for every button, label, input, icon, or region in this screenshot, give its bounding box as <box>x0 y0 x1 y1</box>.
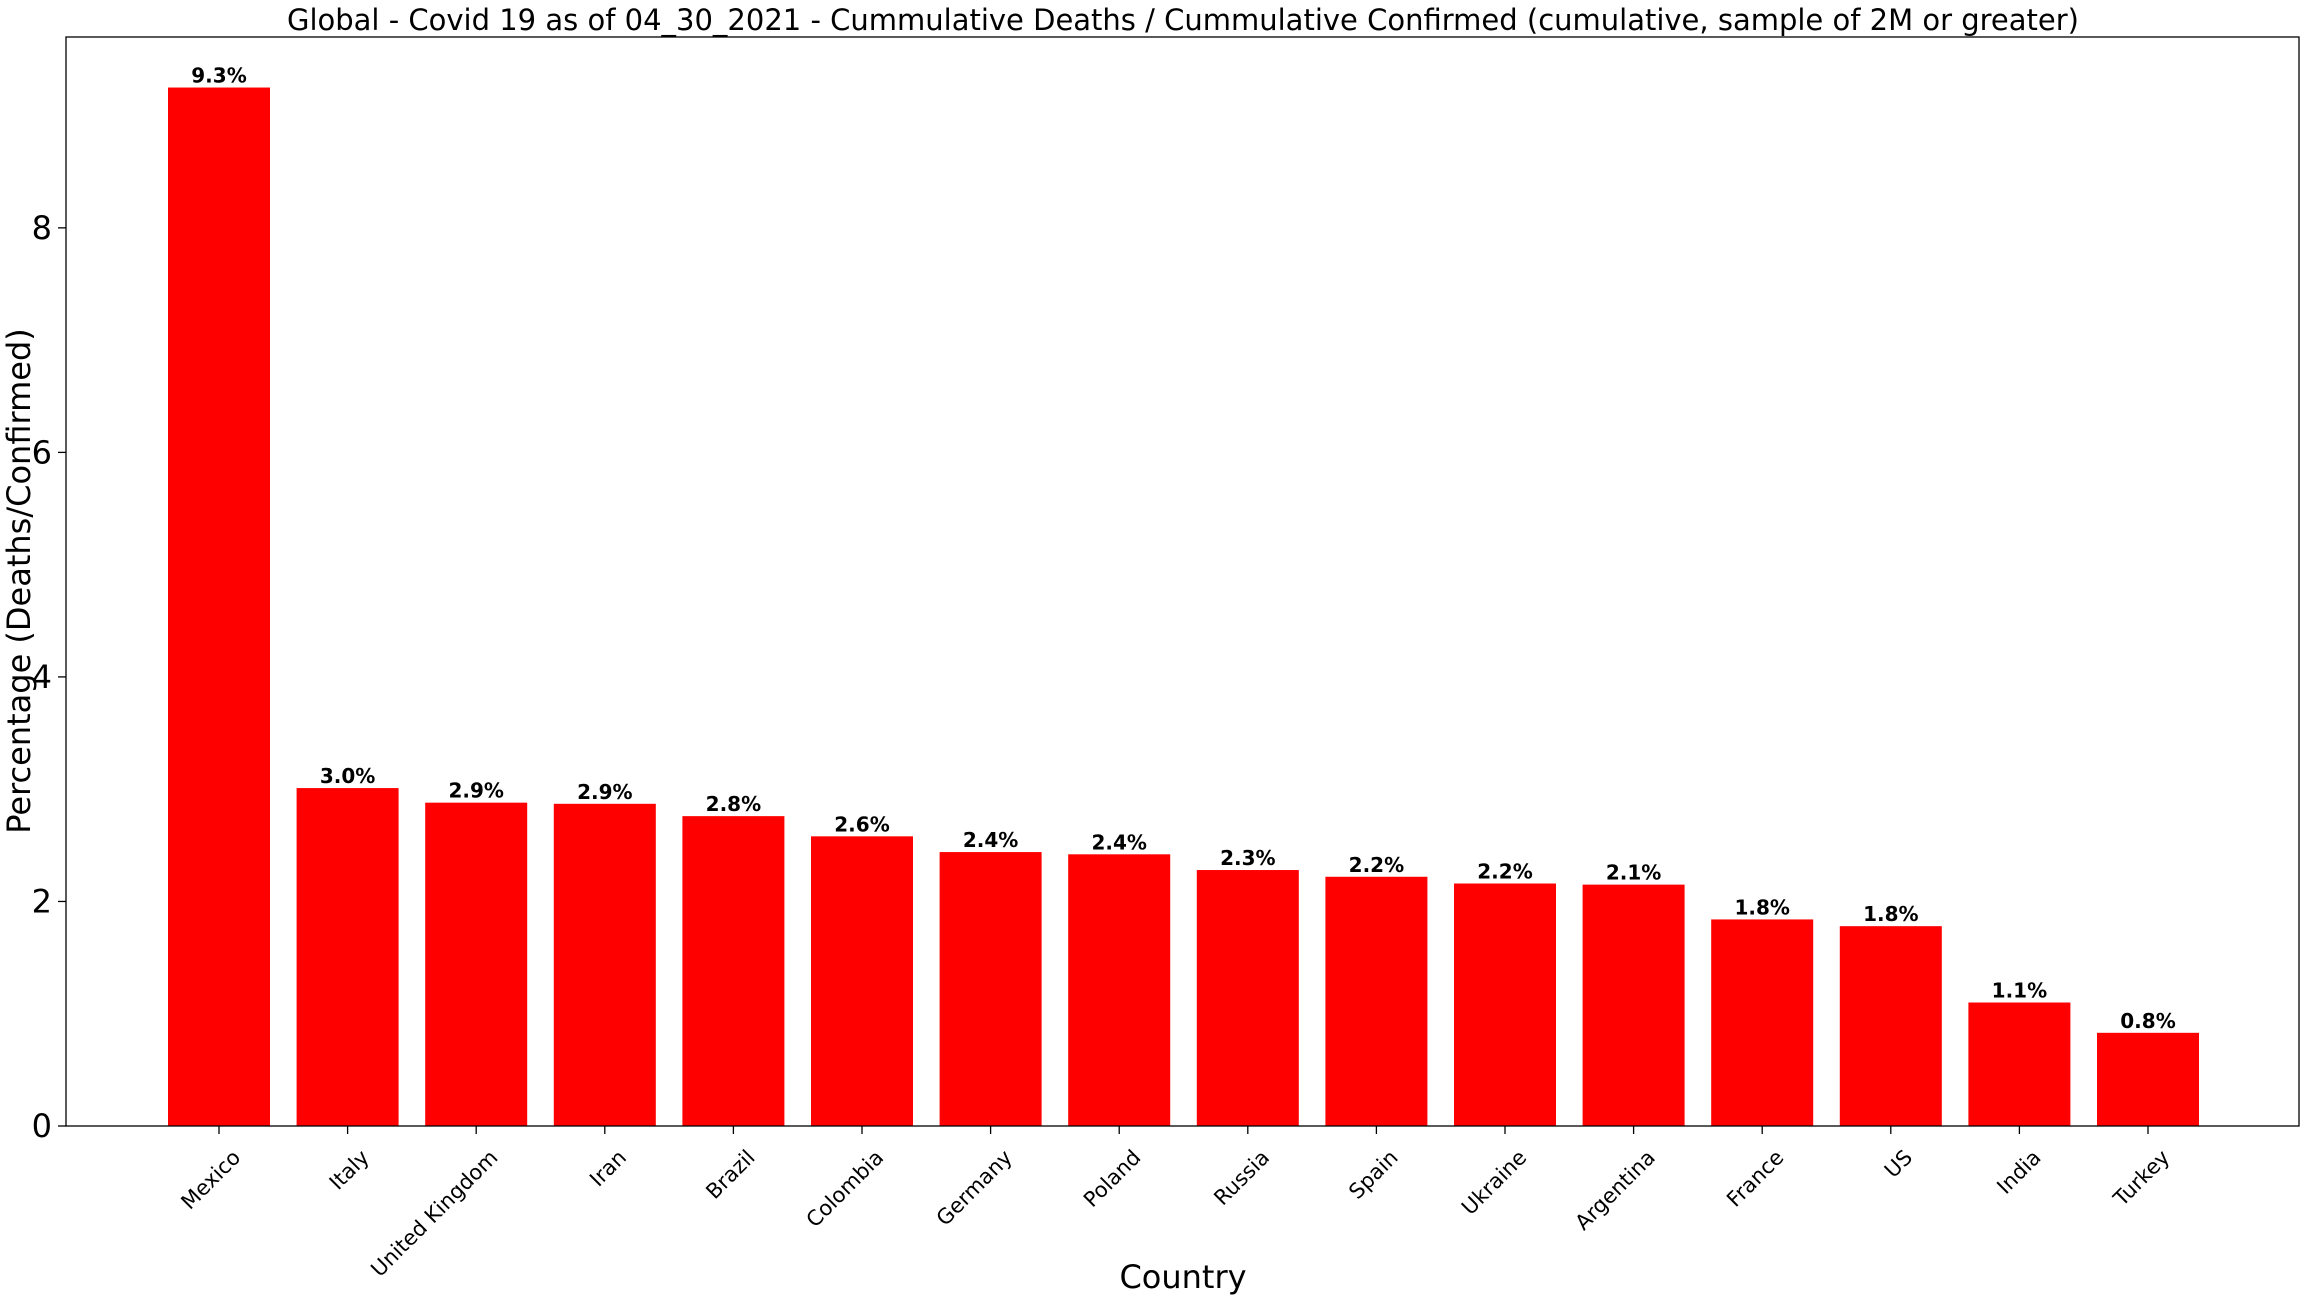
data-label: 2.4% <box>963 828 1018 852</box>
bar-india <box>1968 1002 2071 1126</box>
data-label: 2.4% <box>1091 830 1146 854</box>
x-axis-label: Country <box>1119 1258 1246 1296</box>
data-label: 2.6% <box>834 812 889 836</box>
data-label: 2.8% <box>706 792 761 816</box>
y-tick-label: 2 <box>32 882 52 920</box>
bar-mexico <box>168 87 270 1126</box>
bars-group <box>168 87 2199 1126</box>
y-axis-label: Percentage (Deaths/Confirmed) <box>0 328 38 834</box>
data-label: 1.8% <box>1734 895 1789 919</box>
data-label: 0.8% <box>2120 1009 2175 1033</box>
bar-poland <box>1068 854 1171 1126</box>
bar-us <box>1839 926 1942 1126</box>
data-label: 2.9% <box>448 779 503 803</box>
chart-title: Global - Covid 19 as of 04_30_2021 - Cum… <box>287 3 2079 37</box>
bar-united-kingdom <box>425 802 528 1126</box>
y-tick-label: 4 <box>32 658 52 696</box>
y-tick-label: 0 <box>32 1107 52 1145</box>
bar-argentina <box>1582 884 1685 1126</box>
data-labels-group: 9.3% 3.0% 2.9% 2.9% 2.8% 2.6% 2.4% 2.4% 2.3% 2.2%… <box>191 64 2175 1033</box>
plot-frame <box>65 36 2300 1127</box>
data-label: 2.2% <box>1477 860 1532 884</box>
bar-brazil <box>682 816 785 1126</box>
data-label: 9.3% <box>191 64 246 88</box>
y-tick-label: 8 <box>32 209 52 247</box>
bar-italy <box>296 788 399 1126</box>
data-label: 2.3% <box>1220 846 1275 870</box>
bar-colombia <box>811 836 913 1126</box>
bar-france <box>1711 919 1814 1126</box>
data-label: 1.1% <box>1992 979 2047 1003</box>
bar-russia <box>1196 870 1299 1126</box>
y-axis: 0 2 4 6 8 <box>32 209 66 1145</box>
bar-iran <box>553 803 656 1126</box>
data-label: 2.9% <box>577 780 632 804</box>
data-label: 2.1% <box>1606 861 1661 885</box>
bar-ukraine <box>1454 883 1556 1126</box>
data-label: 3.0% <box>320 764 375 788</box>
y-tick-label: 6 <box>32 433 52 471</box>
bar-germany <box>939 852 1042 1126</box>
bar-spain <box>1325 876 1428 1126</box>
data-label: 2.2% <box>1349 853 1404 877</box>
data-label: 1.8% <box>1863 902 1918 926</box>
bar-turkey <box>2097 1032 2199 1126</box>
